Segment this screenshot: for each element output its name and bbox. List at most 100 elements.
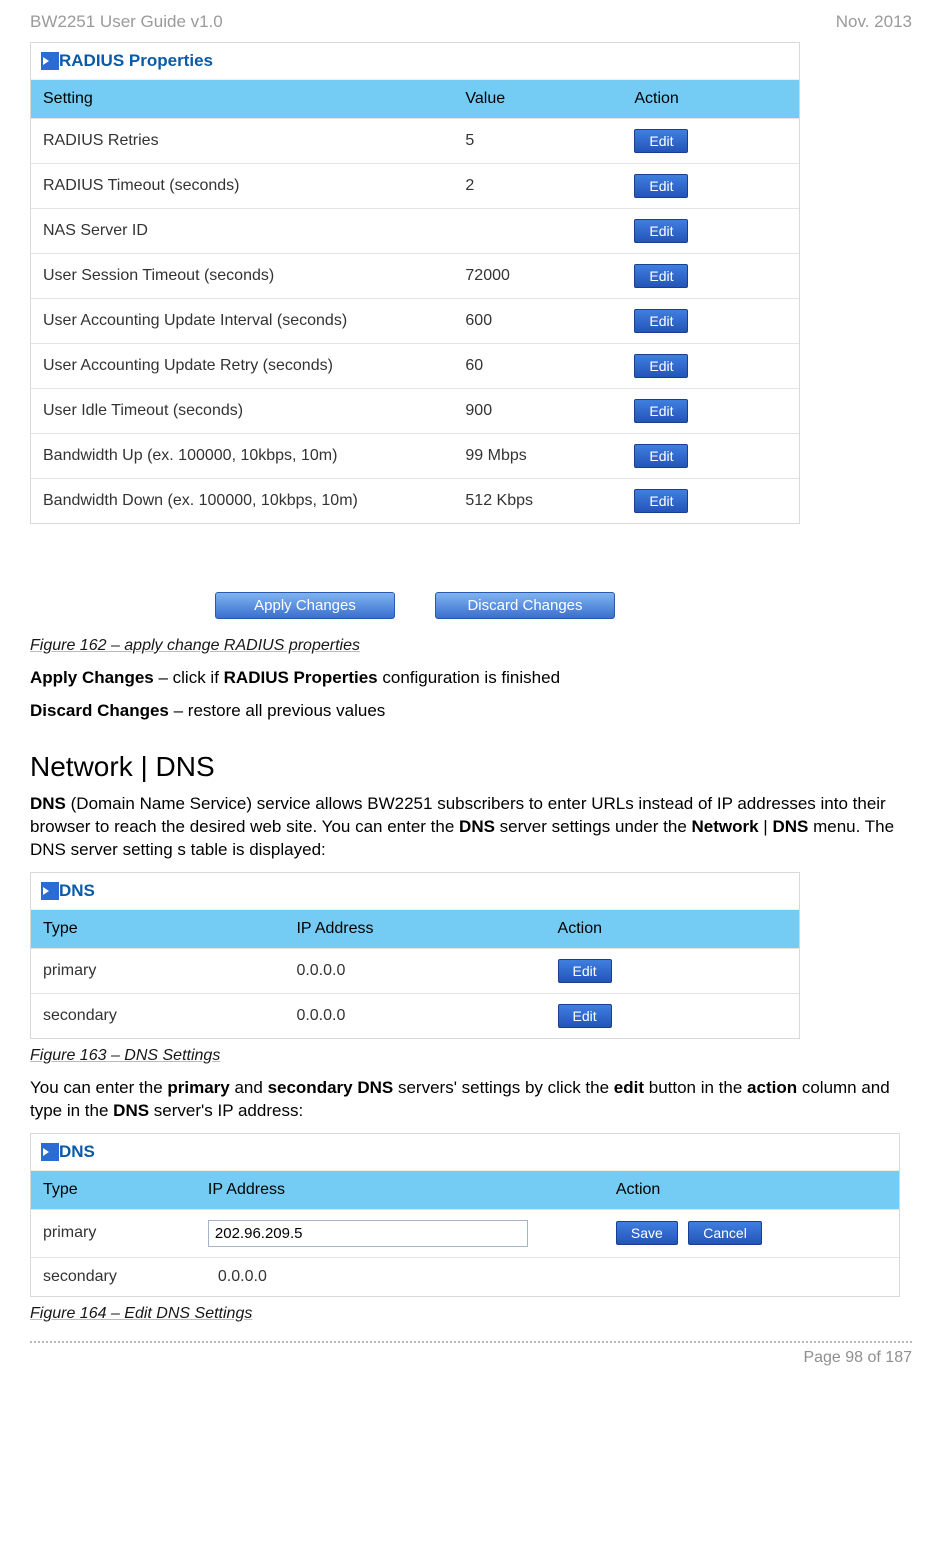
- cell-value: 600: [453, 299, 622, 344]
- arrow-icon: [41, 52, 59, 70]
- doc-date: Nov. 2013: [836, 12, 912, 32]
- cell-type: primary: [31, 948, 284, 993]
- cell-value: 2: [453, 164, 622, 209]
- col-action: Action: [622, 80, 799, 119]
- edit-button[interactable]: Edit: [558, 1004, 612, 1028]
- edit-button[interactable]: Edit: [634, 489, 688, 513]
- edit-button[interactable]: Edit: [634, 219, 688, 243]
- footer-divider: [30, 1341, 912, 1343]
- dns-edit-text: You can enter the primary and secondary …: [30, 1077, 912, 1123]
- edit-button[interactable]: Edit: [558, 959, 612, 983]
- dns-edit-panel: DNS Type IP Address Action primary Save …: [30, 1133, 900, 1297]
- dns-settings-panel: DNS Type IP Address Action primary0.0.0.…: [30, 872, 800, 1039]
- discard-changes-label: Discard Changes: [30, 701, 169, 720]
- radius-properties-panel: RADIUS Properties Setting Value Action R…: [30, 42, 800, 524]
- dns-intro-text: DNS (Domain Name Service) service allows…: [30, 793, 912, 862]
- panel-title: DNS: [31, 873, 799, 910]
- table-row: RADIUS Retries5Edit: [31, 119, 799, 164]
- cell-setting: User Accounting Update Retry (seconds): [31, 344, 453, 389]
- panel-title: RADIUS Properties: [31, 43, 799, 80]
- discard-changes-button[interactable]: Discard Changes: [435, 592, 615, 619]
- edit-button[interactable]: Edit: [634, 264, 688, 288]
- cell-value: 900: [453, 389, 622, 434]
- cell-action: Edit: [622, 479, 799, 524]
- cell-ip: 0.0.0.0: [284, 993, 545, 1038]
- col-setting: Setting: [31, 80, 453, 119]
- cell-value: [453, 209, 622, 254]
- edit-button[interactable]: Edit: [634, 309, 688, 333]
- col-ip: IP Address: [196, 1171, 604, 1210]
- cell-setting: User Session Timeout (seconds): [31, 254, 453, 299]
- apply-changes-text: Apply Changes – click if RADIUS Properti…: [30, 667, 912, 690]
- cell-setting: User Accounting Update Interval (seconds…: [31, 299, 453, 344]
- radius-table: Setting Value Action RADIUS Retries5Edit…: [31, 80, 799, 523]
- col-value: Value: [453, 80, 622, 119]
- cell-action: Edit: [546, 993, 799, 1038]
- doc-title: BW2251 User Guide v1.0: [30, 12, 223, 32]
- cell-action: Edit: [622, 164, 799, 209]
- table-row: User Session Timeout (seconds)72000 Edit: [31, 254, 799, 299]
- page-header: BW2251 User Guide v1.0 Nov. 2013: [30, 12, 912, 32]
- table-row: NAS Server ID Edit: [31, 209, 799, 254]
- cell-setting: User Idle Timeout (seconds): [31, 389, 453, 434]
- cell-action: Edit: [622, 254, 799, 299]
- figure-163-caption: Figure 163 – DNS Settings: [30, 1047, 912, 1065]
- cell-type: primary: [31, 1209, 196, 1257]
- change-buttons-row: Apply Changes Discard Changes: [30, 532, 800, 629]
- cell-action: Edit: [622, 344, 799, 389]
- ip-address-input[interactable]: [208, 1220, 528, 1247]
- table-row: primary Save Cancel: [31, 1209, 899, 1257]
- dns-table-2: Type IP Address Action primary Save Canc…: [31, 1171, 899, 1296]
- discard-changes-text: Discard Changes – restore all previous v…: [30, 700, 912, 723]
- col-type: Type: [31, 910, 284, 949]
- cell-setting: RADIUS Retries: [31, 119, 453, 164]
- cell-action: Edit: [622, 389, 799, 434]
- edit-button[interactable]: Edit: [634, 399, 688, 423]
- cell-ip: 0.0.0.0: [196, 1257, 604, 1296]
- cancel-button[interactable]: Cancel: [688, 1221, 762, 1245]
- dns-table-1: Type IP Address Action primary0.0.0.0Edi…: [31, 910, 799, 1038]
- cell-type: secondary: [31, 993, 284, 1038]
- panel-title-text: DNS: [59, 881, 95, 901]
- figure-164-caption: Figure 164 – Edit DNS Settings: [30, 1305, 912, 1323]
- save-button[interactable]: Save: [616, 1221, 678, 1245]
- table-row: User Idle Timeout (seconds)900 Edit: [31, 389, 799, 434]
- apply-changes-button[interactable]: Apply Changes: [215, 592, 395, 619]
- panel-title: DNS: [31, 1134, 899, 1171]
- section-heading-dns: Network | DNS: [30, 751, 912, 783]
- col-action: Action: [546, 910, 799, 949]
- cell-type: secondary: [31, 1257, 196, 1296]
- table-row: secondary0.0.0.0 Edit: [31, 993, 799, 1038]
- radius-properties-label: RADIUS Properties: [224, 668, 378, 687]
- col-ip: IP Address: [284, 910, 545, 949]
- cell-setting: RADIUS Timeout (seconds): [31, 164, 453, 209]
- cell-setting: Bandwidth Up (ex. 100000, 10kbps, 10m): [31, 434, 453, 479]
- cell-action: Edit: [622, 119, 799, 164]
- cell-action: [604, 1257, 899, 1296]
- cell-action: Edit: [622, 299, 799, 344]
- table-row: primary0.0.0.0Edit: [31, 948, 799, 993]
- cell-action: Save Cancel: [604, 1209, 899, 1257]
- cell-value: 72000: [453, 254, 622, 299]
- table-row: RADIUS Timeout (seconds)2 Edit: [31, 164, 799, 209]
- edit-button[interactable]: Edit: [634, 444, 688, 468]
- panel-title-text: RADIUS Properties: [59, 51, 213, 71]
- cell-ip-input: [196, 1209, 604, 1257]
- cell-setting: NAS Server ID: [31, 209, 453, 254]
- edit-button[interactable]: Edit: [634, 174, 688, 198]
- cell-value: 99 Mbps: [453, 434, 622, 479]
- table-row: User Accounting Update Interval (seconds…: [31, 299, 799, 344]
- table-row: User Accounting Update Retry (seconds)60…: [31, 344, 799, 389]
- edit-button[interactable]: Edit: [634, 129, 688, 153]
- cell-action: Edit: [622, 434, 799, 479]
- panel-title-text: DNS: [59, 1142, 95, 1162]
- page-number: Page 98 of 187: [30, 1349, 912, 1367]
- cell-action: Edit: [546, 948, 799, 993]
- cell-value: 60: [453, 344, 622, 389]
- edit-button[interactable]: Edit: [634, 354, 688, 378]
- cell-action: Edit: [622, 209, 799, 254]
- arrow-icon: [41, 882, 59, 900]
- table-row: Bandwidth Down (ex. 100000, 10kbps, 10m)…: [31, 479, 799, 524]
- table-row: secondary 0.0.0.0: [31, 1257, 899, 1296]
- table-row: Bandwidth Up (ex. 100000, 10kbps, 10m)99…: [31, 434, 799, 479]
